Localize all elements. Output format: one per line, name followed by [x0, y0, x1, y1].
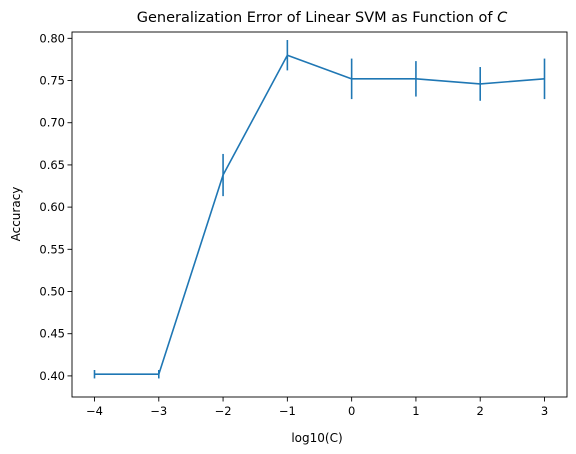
y-tick-label: 0.40 [39, 369, 65, 383]
axes-frame [71, 31, 568, 398]
x-tick-label: −3 [150, 404, 167, 418]
chart-title: Generalization Error of Linear SVM as Fu… [137, 10, 508, 26]
chart-title-variable: C [497, 10, 508, 26]
x-tick-label: −2 [215, 404, 232, 418]
x-tick-label: 2 [477, 404, 484, 418]
y-tick-label: 0.60 [39, 200, 65, 214]
y-tick-label: 0.55 [39, 242, 65, 256]
chart-title-main: Generalization Error of Linear SVM as Fu… [137, 10, 497, 26]
y-tick-label: 0.50 [39, 285, 65, 299]
series-line [94, 54, 545, 376]
x-tick-label: 3 [541, 404, 548, 418]
x-tick-label: 0 [348, 404, 355, 418]
x-axis-label: log10(C) [291, 431, 342, 445]
y-tick-label: 0.80 [39, 31, 65, 45]
x-tick-label: 1 [412, 404, 419, 418]
plot-area: −4 −3 −2 −1 0 1 2 3 0.40 0.45 0.50 0.55 0.60 0.65 0.70… [39, 31, 568, 418]
y-axis-label: Accuracy [9, 187, 23, 242]
x-tick-label: −1 [279, 404, 296, 418]
y-tick-label: 0.75 [39, 74, 65, 88]
y-tick-label: 0.65 [39, 158, 65, 172]
y-tick-label: 0.45 [39, 327, 65, 341]
y-tick-label: 0.70 [39, 116, 65, 130]
x-tick-label: −4 [86, 404, 103, 418]
